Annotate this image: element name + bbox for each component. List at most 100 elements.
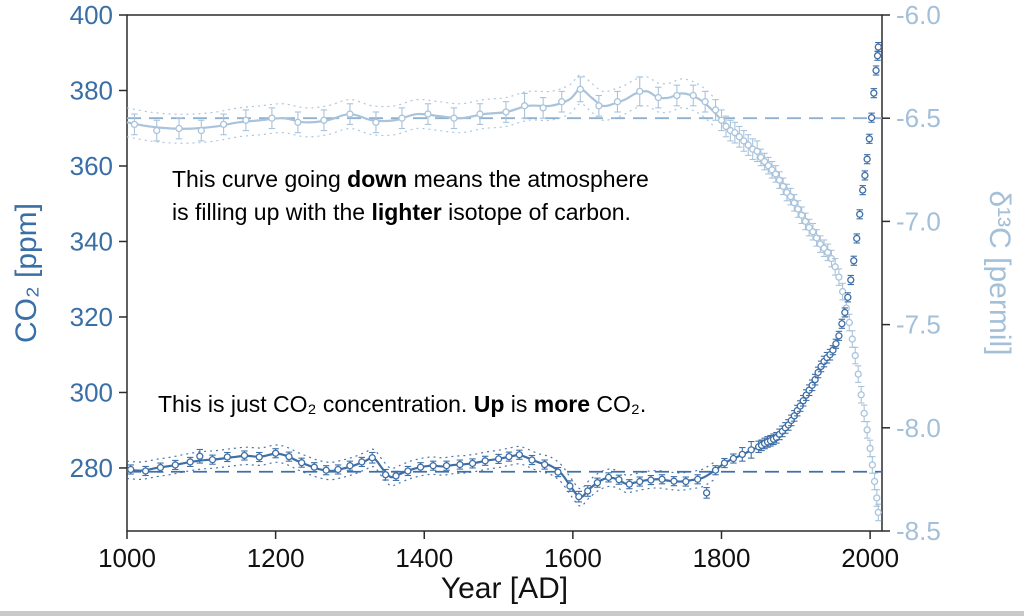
plot-frame — [126, 14, 883, 532]
d13c-scatter-point — [866, 444, 874, 453]
d13c-scatter-point — [824, 248, 832, 257]
annotation-text-segment: CO₂. — [590, 391, 647, 417]
d13c-scatter-point — [613, 98, 622, 106]
d13c-scatter-point — [636, 87, 644, 96]
left-axis: 280 300 320 340 360 380 400 — [70, 0, 127, 483]
d13c-scatter-point — [717, 116, 726, 124]
x-axis: 1000 1200 1400 1600 1800 2000 — [98, 531, 899, 573]
right-axis: -6.0 -6.5 -7.0 -7.5 -8.0 -8.5 — [882, 0, 941, 546]
co2-line — [126, 445, 760, 499]
left-tick-label: 360 — [70, 151, 113, 181]
series-co2 — [126, 42, 882, 507]
d13c-scatter-point — [398, 114, 406, 122]
d13c-scatter-point — [786, 192, 795, 201]
d13c-scatter-point — [812, 234, 821, 242]
co2-scatter-point — [358, 458, 366, 466]
co2-scatter-point — [255, 453, 263, 461]
d13c-scatter-point — [175, 124, 183, 133]
left-tick-label: 300 — [70, 377, 113, 407]
co2-scatter-point — [844, 293, 852, 301]
d13c-scatter-point — [744, 141, 752, 149]
d13c-scatter-point — [576, 85, 584, 93]
co2-scatter-point — [442, 462, 451, 470]
d13c-scatter-point — [801, 217, 810, 226]
co2-scatter-point — [416, 463, 425, 471]
co2-scatter-point — [368, 454, 376, 462]
co2-scatter-point — [196, 452, 204, 460]
co2-scatter-point — [670, 477, 678, 485]
co2-scatter — [127, 42, 882, 503]
co2-scatter-point — [865, 135, 874, 143]
d13c-scatter-point — [654, 93, 662, 102]
co2-scatter-point — [604, 473, 613, 482]
d13c-scatter-point — [595, 102, 603, 110]
d13c-scatter-point — [450, 114, 458, 122]
d13c-scatter-point — [863, 426, 871, 434]
co2-scatter-point — [481, 457, 489, 465]
co2-scatter-point — [456, 460, 464, 469]
d13c-scatter-point — [502, 108, 510, 116]
co2-scatter-point — [127, 465, 135, 474]
co2-scatter-point — [863, 155, 871, 163]
d13c-scatter-point — [372, 118, 380, 126]
d13c-scatter-point — [873, 494, 881, 502]
d13c-scatter-point — [197, 126, 205, 135]
co2-scatter-point — [554, 468, 562, 476]
x-axis-title: Year [AD] — [441, 572, 568, 605]
co2-scatter-point — [859, 186, 867, 194]
co2-scatter-point — [694, 475, 702, 483]
d13c-scatter-point — [835, 273, 843, 281]
co2-scatter-point — [593, 479, 602, 487]
annotation-text-segment: is filling up with the — [172, 198, 372, 225]
co2-scatter-point — [702, 489, 711, 497]
annotation-text-segment: means the atmosphere — [407, 166, 649, 192]
co2-scatter-point — [505, 452, 513, 461]
co2-scatter-point — [540, 460, 549, 469]
left-tick-label: 320 — [70, 302, 113, 332]
annotation-bold-more: more — [533, 391, 591, 417]
co2-scatter-point — [240, 451, 249, 460]
left-axis-title: CO₂ [ppm] — [10, 203, 43, 343]
right-tick-label: -8.5 — [896, 516, 941, 546]
annotation-bold-down: down — [347, 166, 408, 192]
co2-scatter-point — [271, 449, 280, 457]
d13c-scatter-point — [857, 391, 865, 399]
d13c-line — [126, 88, 738, 136]
right-tick-label: -6.0 — [896, 0, 941, 30]
co2-scatter-point — [494, 455, 503, 463]
d13c-scatter-point — [701, 98, 709, 106]
annotation-text-segment: is — [504, 391, 534, 417]
co2-scatter-point — [515, 451, 524, 459]
co2-scatter-point — [186, 458, 194, 466]
co2-scatter-point — [615, 476, 623, 484]
co2-scatter-point — [468, 459, 477, 468]
d13c-scatter-point — [772, 170, 780, 178]
co2-scatter-point — [835, 332, 843, 340]
co2-scatter-point — [872, 66, 880, 75]
co2-scatter-point — [625, 480, 633, 488]
d13c-scatter-point — [689, 91, 697, 100]
co2-scatter-point — [310, 463, 318, 471]
d13c-scatter-point — [860, 409, 868, 418]
d13c-scatter-point — [874, 508, 882, 517]
co2-scatter-point — [847, 276, 855, 284]
d13c-scatter-point — [424, 110, 432, 118]
d13c-scatter-point — [673, 91, 681, 100]
co2-scatter-point — [874, 43, 882, 51]
d13c-scatter-point — [520, 102, 529, 110]
d13c-scatter-point — [740, 137, 748, 145]
co2-scatter-point — [841, 308, 849, 317]
d13c-scatter-point — [753, 147, 761, 155]
d13c-scatter-point — [868, 461, 876, 469]
co2-scatter-point — [584, 487, 592, 495]
co2-scatter-point — [334, 465, 342, 474]
annotation-text-segment: isotope of carbon. — [441, 198, 631, 225]
right-tick-label: -7.0 — [896, 206, 941, 236]
x-tick-label: 1400 — [395, 543, 453, 573]
annotation-bold-up: Up — [473, 391, 505, 417]
left-tick-label: 400 — [70, 0, 113, 30]
co2-scatter-point — [838, 320, 846, 328]
d13c-scatter-point — [735, 133, 743, 141]
right-axis-title: δ¹³C [permil] — [983, 190, 1016, 355]
